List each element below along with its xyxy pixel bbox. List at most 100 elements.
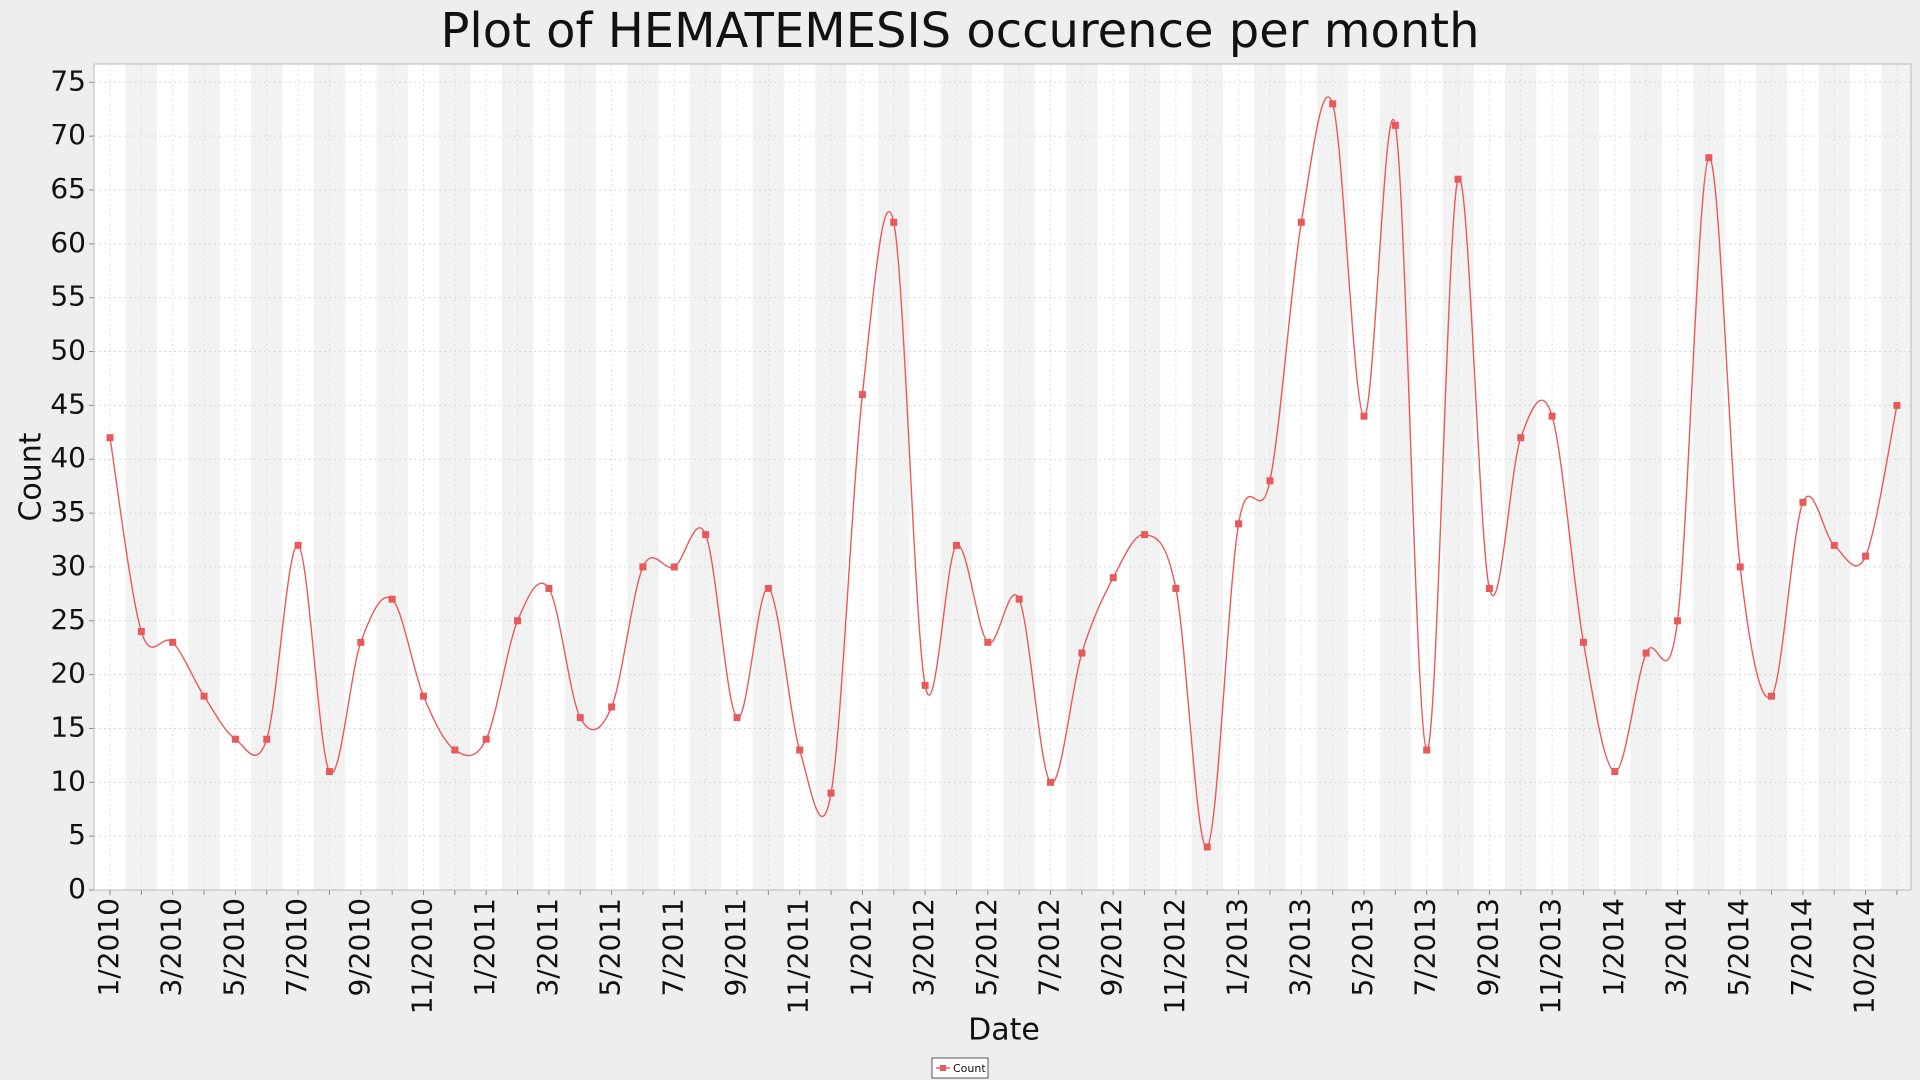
x-tick-label: 10/2014	[1848, 898, 1881, 1014]
band	[1379, 64, 1412, 890]
x-tick-label: 7/2011	[656, 898, 689, 997]
legend-swatch	[940, 1065, 946, 1071]
data-point	[1799, 498, 1807, 506]
data-point	[1768, 692, 1776, 700]
band	[1505, 64, 1537, 890]
x-tick-label: 5/2011	[594, 898, 627, 997]
band	[1567, 64, 1600, 890]
y-tick-label: 65	[50, 172, 86, 205]
y-tick-label: 60	[50, 226, 86, 259]
data-point	[1642, 649, 1650, 657]
y-tick-label: 20	[50, 657, 86, 690]
x-tick-label: 11/2011	[782, 898, 815, 1014]
band	[1191, 64, 1223, 890]
band	[1881, 64, 1911, 890]
x-tick-label: 11/2012	[1158, 898, 1191, 1014]
data-point	[1109, 574, 1117, 582]
x-tick-label: 7/2014	[1785, 898, 1818, 997]
data-point	[545, 584, 553, 592]
band	[1316, 64, 1349, 890]
x-tick-label: 5/2012	[970, 898, 1003, 997]
band	[251, 64, 283, 890]
y-tick-label: 40	[50, 441, 86, 474]
data-point	[137, 628, 145, 636]
y-tick-label: 45	[50, 387, 86, 420]
x-tick-label: 7/2013	[1409, 898, 1442, 997]
data-point	[1548, 412, 1556, 420]
band	[815, 64, 847, 890]
legend-box	[931, 1057, 989, 1079]
data-point	[294, 541, 302, 549]
y-tick-label: 5	[68, 818, 86, 851]
y-tick-label: 75	[50, 64, 86, 97]
data-point	[1047, 778, 1054, 786]
data-point	[733, 714, 741, 722]
data-point	[608, 703, 616, 711]
band	[940, 64, 973, 890]
data-point	[639, 563, 647, 571]
data-point	[514, 617, 522, 625]
data-point	[796, 746, 804, 754]
data-point	[231, 735, 239, 743]
data-point	[1485, 584, 1493, 592]
data-point	[1266, 477, 1274, 485]
data-point	[1862, 552, 1870, 560]
y-tick-label: 55	[50, 280, 86, 313]
data-point	[1736, 563, 1744, 571]
x-tick-label: 1/2012	[844, 898, 877, 997]
band	[627, 64, 659, 890]
band	[125, 64, 158, 890]
x-tick-label: 3/2013	[1283, 898, 1316, 997]
x-tick-label: 7/2010	[280, 898, 313, 997]
band	[1755, 64, 1788, 890]
data-point	[1172, 584, 1180, 592]
band	[1442, 64, 1474, 890]
data-point	[921, 681, 929, 689]
x-tick-label: 9/2013	[1471, 898, 1504, 997]
band	[1066, 64, 1098, 890]
x-tick-label: 11/2013	[1534, 898, 1567, 1014]
data-point	[169, 638, 177, 646]
x-tick-label: 5/2013	[1346, 898, 1379, 997]
data-point	[1579, 638, 1587, 646]
x-tick-label: 9/2010	[343, 898, 376, 997]
data-point	[1517, 434, 1525, 442]
data-point	[1423, 746, 1431, 754]
x-tick-label: 1/2010	[92, 898, 125, 997]
x-tick-label: 3/2011	[531, 898, 564, 997]
data-point	[890, 218, 898, 226]
data-point	[451, 746, 459, 754]
band	[1630, 64, 1662, 890]
band	[501, 64, 534, 890]
chart-title: Plot of HEMATEMESIS occurence per month	[440, 3, 1479, 59]
x-tick-label: 9/2012	[1095, 898, 1128, 997]
data-point	[200, 692, 208, 700]
data-point	[1235, 520, 1243, 528]
data-point	[325, 768, 333, 776]
data-point	[827, 789, 835, 797]
y-tick-label: 35	[50, 495, 86, 528]
legend-label: Count	[953, 1062, 986, 1075]
band	[313, 64, 346, 890]
y-tick-label: 15	[50, 710, 86, 743]
data-point	[482, 735, 490, 743]
data-point	[670, 563, 678, 571]
data-point	[263, 735, 271, 743]
y-tick-label: 0	[68, 872, 86, 905]
band	[376, 64, 408, 890]
x-tick-label: 3/2012	[907, 898, 940, 997]
x-tick-label: 5/2014	[1722, 898, 1755, 997]
legend: Count	[931, 1057, 989, 1079]
data-point	[1203, 843, 1211, 851]
bands	[125, 64, 1911, 890]
data-point	[702, 531, 710, 539]
band	[1254, 64, 1286, 890]
x-tick-label: 3/2014	[1660, 898, 1693, 997]
y-tick-label: 25	[50, 603, 86, 636]
band	[752, 64, 785, 890]
band	[878, 64, 910, 890]
data-point	[1141, 531, 1149, 539]
data-point	[576, 714, 584, 722]
band	[689, 64, 722, 890]
band	[439, 64, 471, 890]
